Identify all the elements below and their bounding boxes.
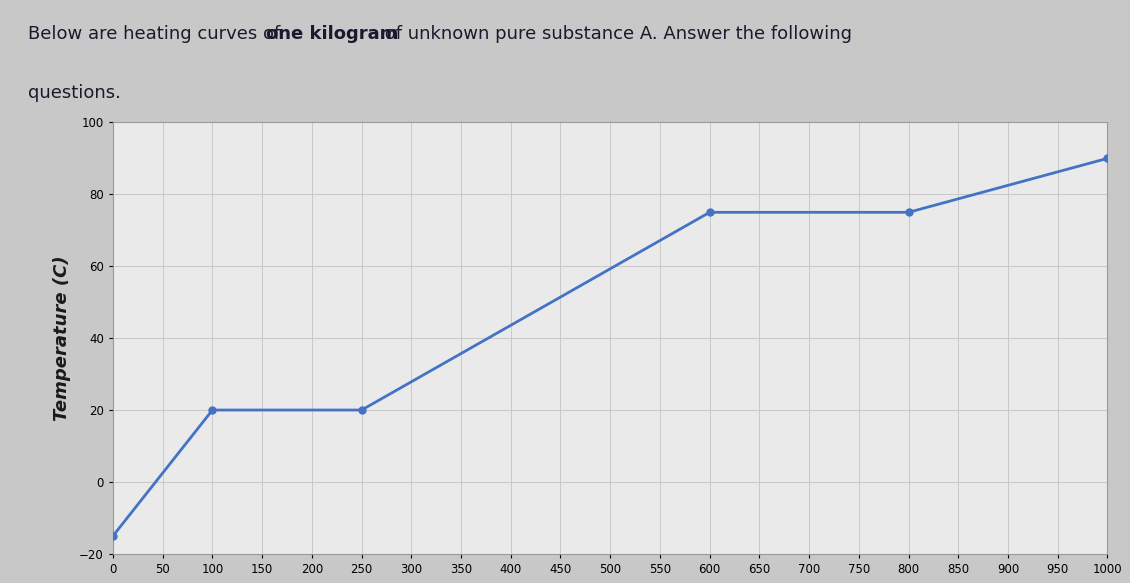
Text: of unknown pure substance A. Answer the following: of unknown pure substance A. Answer the …: [379, 25, 852, 43]
Y-axis label: Temperature (C): Temperature (C): [53, 255, 71, 421]
Text: questions.: questions.: [28, 85, 121, 102]
Text: Below are heating curves of: Below are heating curves of: [28, 25, 286, 43]
Text: one kilogram: one kilogram: [266, 25, 398, 43]
